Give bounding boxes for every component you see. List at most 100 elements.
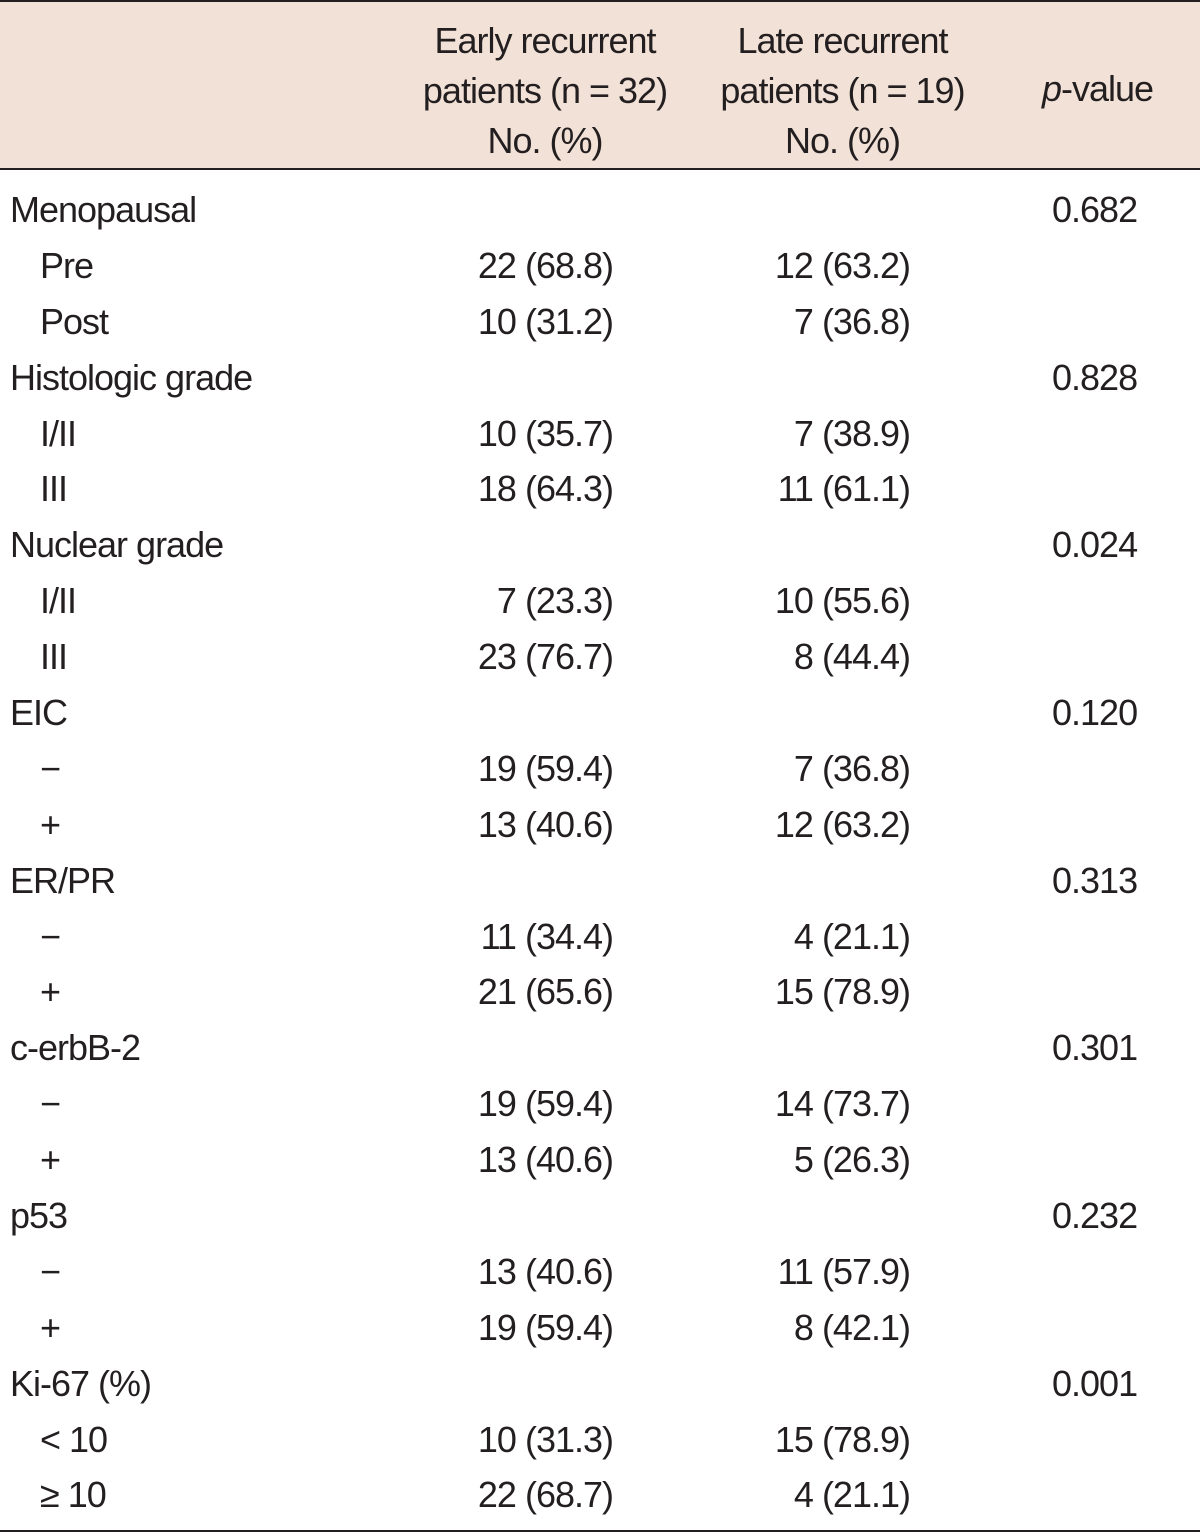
table-row-category: EIC 0.120 — [0, 685, 1200, 741]
cell-early-recurrent: 13 (40.6) — [477, 803, 614, 845]
cell-late-recurrent: 11 (57.9) — [777, 1250, 911, 1292]
cell-late-recurrent: 5 (26.3) — [793, 1139, 911, 1181]
row-label: − — [40, 1250, 61, 1292]
cell-early-recurrent: 13 (40.6) — [477, 1250, 614, 1292]
cell-late-recurrent: 7 (36.8) — [793, 747, 911, 789]
cell-early-recurrent: 11 (34.4) — [480, 915, 614, 957]
table-row-subcategory: Post 10 (31.2) 7 (36.8) — [0, 294, 1200, 350]
row-label: p53 — [10, 1195, 68, 1237]
table-row-subcategory: − 19 (59.4) 14 (73.7) — [0, 1076, 1200, 1132]
table-row-subcategory: < 10 10 (31.3) 15 (78.9) — [0, 1412, 1200, 1468]
cell-late-recurrent: 8 (44.4) — [793, 636, 911, 678]
row-label: + — [40, 1139, 61, 1181]
table-row-subcategory: Pre 22 (68.8) 12 (63.2) — [0, 238, 1200, 294]
table-row-subcategory: III 18 (64.3) 11 (61.1) — [0, 461, 1200, 517]
row-label: − — [40, 915, 61, 957]
cell-p-value: 0.301 — [1052, 1027, 1138, 1069]
row-label: − — [40, 1083, 61, 1125]
table-row-subcategory: +13 (40.6) 5 (26.3) — [0, 1132, 1200, 1188]
cell-early-recurrent: 22 (68.8) — [477, 244, 614, 286]
cell-p-value: 0.120 — [1052, 692, 1138, 734]
table-row-subcategory: +19 (59.4) 8 (42.1) — [0, 1300, 1200, 1356]
table-row-category: Menopausal 0.682 — [0, 182, 1200, 238]
table-row-subcategory: − 13 (40.6) 11 (57.9) — [0, 1244, 1200, 1300]
table-row-subcategory: − 11 (34.4) 4 (21.1) — [0, 909, 1200, 965]
cell-late-recurrent: 4 (21.1) — [793, 1474, 911, 1516]
cell-late-recurrent: 14 (73.7) — [774, 1083, 911, 1125]
table-header: Early recurrent patients (n = 32) No. (%… — [0, 0, 1200, 170]
cell-early-recurrent: 10 (35.7) — [477, 412, 614, 454]
row-label: I/II — [40, 580, 77, 622]
cell-early-recurrent: 22 (68.7) — [477, 1474, 614, 1516]
row-label: Nuclear grade — [10, 524, 224, 566]
table-body: Menopausal 0.682 Pre 22 (68.8) 12 (63.2) Post… — [0, 182, 1200, 1523]
row-label: < 10 — [40, 1418, 108, 1460]
row-label: Ki-67 (%) — [10, 1362, 152, 1404]
table-row-subcategory: +13 (40.6) 12 (63.2) — [0, 797, 1200, 853]
cell-late-recurrent: 15 (78.9) — [774, 1418, 911, 1460]
row-label: III — [40, 636, 68, 678]
row-label: EIC — [10, 692, 68, 734]
cell-early-recurrent: 23 (76.7) — [477, 636, 614, 678]
cell-late-recurrent: 15 (78.9) — [774, 971, 911, 1013]
row-label: ER/PR — [10, 859, 116, 901]
cell-early-recurrent: 21 (65.6) — [477, 971, 614, 1013]
cell-late-recurrent: 7 (36.8) — [793, 300, 911, 342]
cell-early-recurrent: 7 (23.3) — [496, 580, 614, 622]
cell-early-recurrent: 10 (31.3) — [477, 1418, 614, 1460]
row-label: − — [40, 747, 61, 789]
column-header-p-italic: p — [1041, 68, 1062, 109]
table-row-subcategory: III 23 (76.7) 8 (44.4) — [0, 629, 1200, 685]
cell-late-recurrent: 4 (21.1) — [793, 915, 911, 957]
cell-early-recurrent: 19 (59.4) — [477, 747, 614, 789]
table-row-subcategory: I/II 7 (23.3) 10 (55.6) — [0, 573, 1200, 629]
row-label: c-erbB-2 — [10, 1027, 141, 1069]
cell-late-recurrent: 10 (55.6) — [774, 580, 911, 622]
cell-p-value: 0.024 — [1052, 524, 1138, 566]
cell-late-recurrent: 11 (61.1) — [777, 468, 911, 510]
row-label: Post — [40, 300, 109, 342]
column-header-late-line2: patients (n = 19) — [720, 70, 965, 111]
cell-early-recurrent: 18 (64.3) — [477, 468, 614, 510]
table-bottom-rule — [0, 1530, 1200, 1532]
cell-late-recurrent: 12 (63.2) — [774, 244, 911, 286]
row-label: + — [40, 971, 61, 1013]
cell-late-recurrent: 12 (63.2) — [774, 803, 911, 845]
column-header-early-line1: Early recurrent — [434, 20, 656, 61]
cell-early-recurrent: 19 (59.4) — [477, 1083, 614, 1125]
table-row-subcategory: I/II 10 (35.7) 7 (38.9) — [0, 406, 1200, 462]
cell-late-recurrent: 8 (42.1) — [793, 1306, 911, 1348]
column-header-late-line1: Late recurrent — [737, 20, 948, 61]
row-label: III — [40, 468, 68, 510]
table-row-category: Ki-67 (%) 0.001 — [0, 1356, 1200, 1412]
column-header-p-value: p-value — [1010, 64, 1185, 114]
cell-p-value: 0.313 — [1052, 859, 1138, 901]
column-header-early-recurrent: Early recurrent patients (n = 32) No. (%… — [405, 16, 685, 166]
table-row-category: Nuclear grade 0.024 — [0, 517, 1200, 573]
cell-early-recurrent: 10 (31.2) — [477, 300, 614, 342]
cell-p-value: 0.682 — [1052, 189, 1138, 230]
cell-late-recurrent: 7 (38.9) — [793, 412, 911, 454]
cell-early-recurrent: 19 (59.4) — [477, 1306, 614, 1348]
table-row-category: Histologic grade 0.828 — [0, 350, 1200, 406]
column-header-late-recurrent: Late recurrent patients (n = 19) No. (%) — [700, 16, 985, 166]
column-header-early-line3: No. (%) — [487, 120, 603, 161]
table-row-category: p53 0.232 — [0, 1188, 1200, 1244]
row-label: + — [40, 803, 61, 845]
table-row-subcategory: +21 (65.6) 15 (78.9) — [0, 964, 1200, 1020]
table-row-subcategory: − 19 (59.4) 7 (36.8) — [0, 741, 1200, 797]
cell-early-recurrent: 13 (40.6) — [477, 1139, 614, 1181]
table-row-subcategory: ≥ 10 22 (68.7) 4 (21.1) — [0, 1467, 1200, 1523]
row-label: Menopausal — [10, 189, 197, 230]
cell-p-value: 0.828 — [1052, 356, 1138, 398]
table-row-category: ER/PR 0.313 — [0, 853, 1200, 909]
row-label: + — [40, 1306, 61, 1348]
row-label: Histologic grade — [10, 356, 253, 398]
table-row-category: c-erbB-2 0.301 — [0, 1020, 1200, 1076]
row-label: ≥ 10 — [40, 1474, 107, 1516]
row-label: Pre — [40, 244, 94, 286]
cell-p-value: 0.232 — [1052, 1195, 1138, 1237]
column-header-p-rest: -value — [1060, 68, 1154, 109]
cell-p-value: 0.001 — [1052, 1362, 1138, 1404]
